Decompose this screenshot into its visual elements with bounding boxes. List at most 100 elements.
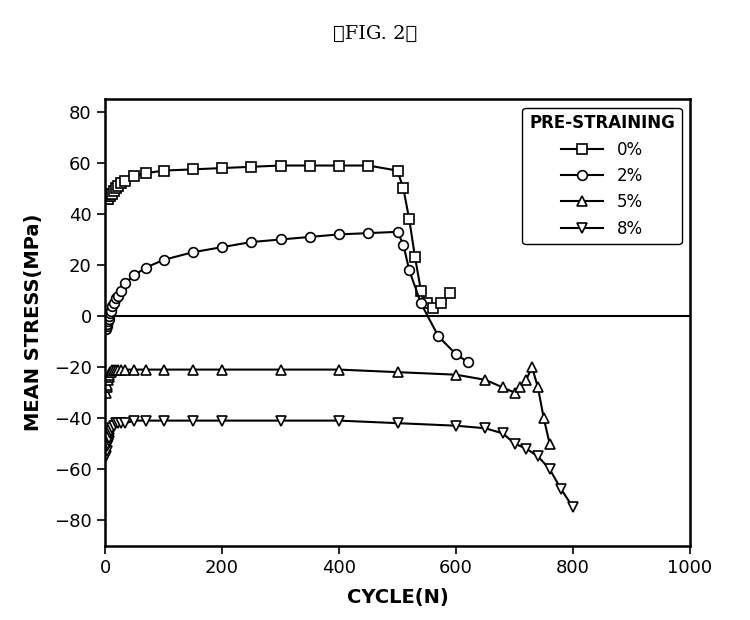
- 2%: [104, 315, 113, 322]
- 2%: [113, 292, 122, 299]
- 5%: [539, 414, 548, 422]
- 2%: [188, 249, 197, 256]
- 2%: [111, 294, 120, 302]
- 0%: [446, 290, 454, 297]
- 8%: [568, 503, 578, 511]
- 5%: [533, 384, 542, 391]
- 2%: [102, 322, 111, 330]
- 0%: [121, 177, 130, 185]
- 2%: [142, 264, 151, 272]
- 5%: [107, 366, 116, 373]
- 2%: [103, 320, 112, 327]
- 5%: [113, 366, 122, 373]
- 2%: [107, 302, 116, 309]
- 0%: [305, 162, 314, 169]
- 0%: [436, 299, 445, 307]
- 5%: [159, 366, 168, 373]
- 5%: [393, 368, 402, 376]
- 0%: [416, 287, 425, 294]
- 5%: [130, 366, 139, 373]
- 0%: [102, 195, 111, 202]
- 0%: [428, 304, 437, 312]
- 2%: [121, 279, 130, 286]
- 0%: [104, 192, 113, 200]
- 0%: [142, 169, 151, 177]
- 5%: [102, 389, 111, 396]
- 2%: [334, 231, 344, 238]
- 0%: [130, 172, 139, 179]
- 0%: [217, 164, 226, 172]
- 0%: [393, 167, 402, 174]
- 0%: [107, 190, 116, 197]
- 0%: [399, 185, 408, 192]
- 2%: [247, 238, 256, 246]
- 2%: [393, 228, 402, 236]
- 2%: [116, 287, 125, 294]
- 0%: [105, 192, 114, 200]
- 5%: [116, 366, 125, 373]
- 2%: [159, 256, 168, 264]
- 0%: [104, 192, 113, 200]
- 8%: [498, 430, 507, 437]
- 0%: [159, 167, 168, 174]
- 2%: [102, 325, 111, 332]
- 8%: [121, 420, 130, 427]
- 8%: [276, 417, 285, 424]
- Line: 0%: 0%: [101, 161, 455, 313]
- 5%: [498, 384, 507, 391]
- 8%: [104, 437, 113, 445]
- 8%: [107, 425, 116, 432]
- 8%: [111, 420, 120, 427]
- 0%: [110, 187, 118, 195]
- 8%: [510, 440, 519, 447]
- 0%: [410, 254, 419, 261]
- 8%: [481, 425, 490, 432]
- 5%: [121, 366, 130, 373]
- 5%: [104, 373, 113, 381]
- 2%: [217, 244, 226, 251]
- 0%: [334, 162, 344, 169]
- 8%: [545, 466, 554, 473]
- 0%: [422, 299, 431, 307]
- 0%: [247, 163, 256, 170]
- 5%: [142, 366, 151, 373]
- 2%: [110, 299, 118, 307]
- 5%: [516, 384, 525, 391]
- 8%: [217, 417, 226, 424]
- 8%: [104, 435, 113, 442]
- 8%: [102, 448, 111, 455]
- 5%: [545, 440, 554, 447]
- 5%: [105, 368, 114, 376]
- 5%: [111, 366, 120, 373]
- 8%: [106, 427, 116, 435]
- 8%: [116, 420, 125, 427]
- 2%: [405, 267, 414, 274]
- 8%: [113, 420, 122, 427]
- 5%: [217, 366, 226, 373]
- 2%: [276, 236, 285, 243]
- 5%: [510, 389, 519, 396]
- 8%: [522, 445, 531, 453]
- 5%: [527, 363, 536, 371]
- 2%: [416, 299, 425, 307]
- 8%: [556, 485, 566, 493]
- 2%: [130, 272, 139, 279]
- 5%: [110, 366, 118, 373]
- 5%: [104, 371, 113, 378]
- 8%: [110, 422, 118, 430]
- 0%: [276, 162, 285, 169]
- 8%: [105, 430, 114, 437]
- 8%: [334, 417, 344, 424]
- 0%: [104, 195, 112, 202]
- 8%: [104, 440, 112, 447]
- 8%: [188, 417, 197, 424]
- 8%: [533, 453, 542, 460]
- 8%: [103, 443, 112, 450]
- 2%: [452, 350, 460, 358]
- Line: 8%: 8%: [101, 416, 578, 512]
- 5%: [102, 384, 111, 391]
- 0%: [103, 195, 112, 202]
- 0%: [405, 215, 414, 223]
- 5%: [103, 381, 112, 389]
- 5%: [481, 376, 490, 384]
